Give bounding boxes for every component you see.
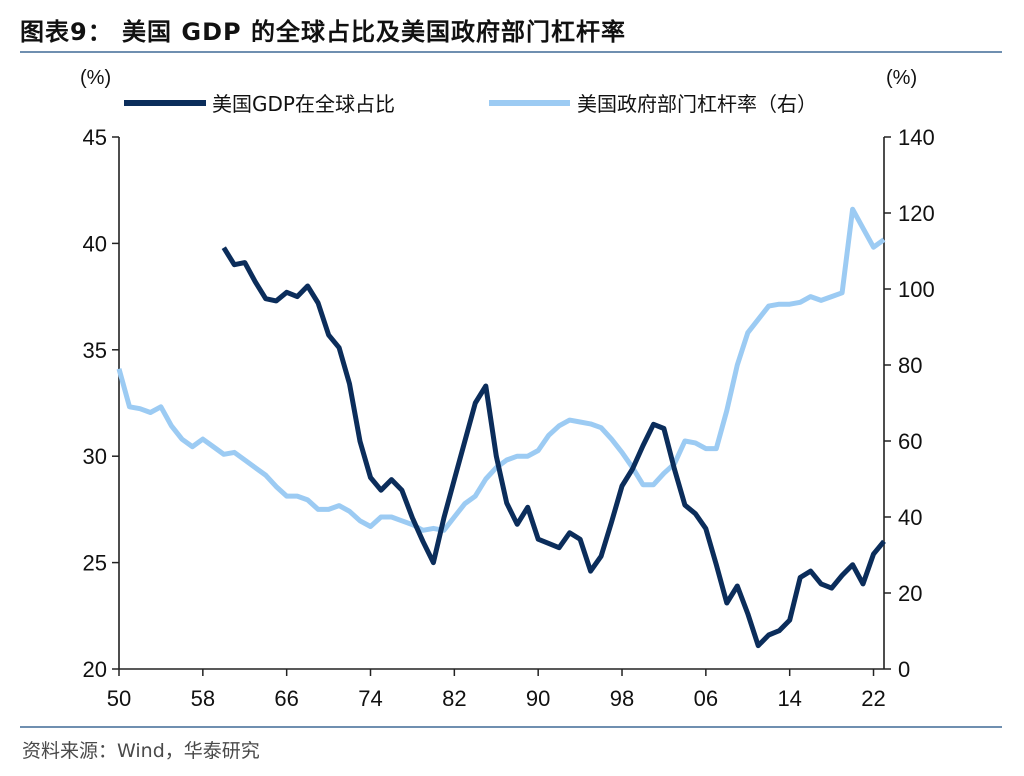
left-y-tick-label: 30: [83, 444, 107, 469]
source-rule: [20, 726, 1002, 728]
ticks: 50 58 66 74 82 90 98 06 14 22 20 25 30 35 40 45 0 20 40 60 8…: [83, 125, 935, 711]
x-tick-label: 90: [526, 686, 550, 711]
left-y-tick-label: 25: [83, 551, 107, 576]
figure-title: 图表9： 美国 GDP 的全球占比及美国政府部门杠杆率: [20, 18, 626, 46]
right-y-tick-label: 0: [898, 657, 910, 682]
x-tick-label: 50: [107, 686, 131, 711]
x-tick-label: 22: [861, 686, 885, 711]
legend-label-gov-leverage: 美国政府部门杠杆率（右）: [577, 92, 817, 116]
series-line-gov-leverage: [116, 206, 886, 533]
axes: [118, 137, 885, 670]
series-line-gdp-share: [221, 246, 886, 649]
title-rule: [20, 51, 1002, 53]
x-tick-label: 82: [442, 686, 466, 711]
x-tick-label: 14: [777, 686, 801, 711]
legend-label-gdp-share: 美国GDP在全球占比: [212, 92, 395, 116]
x-tick-label: 98: [610, 686, 634, 711]
right-y-tick-label: 140: [898, 125, 935, 150]
left-y-tick-label: 45: [83, 125, 107, 150]
x-tick-label: 06: [694, 686, 718, 711]
left-y-tick-label: 40: [83, 231, 107, 256]
right-y-tick-label: 120: [898, 201, 935, 226]
legend: 美国GDP在全球占比 美国政府部门杠杆率（右）: [124, 92, 817, 116]
right-y-tick-label: 40: [898, 505, 922, 530]
right-y-tick-label: 20: [898, 581, 922, 606]
right-y-tick-label: 60: [898, 429, 922, 454]
source-note: 资料来源：Wind，华泰研究: [22, 740, 260, 762]
right-y-tick-label: 80: [898, 353, 922, 378]
left-y-tick-label: 35: [83, 338, 107, 363]
x-tick-label: 66: [274, 686, 298, 711]
x-tick-label: 58: [191, 686, 215, 711]
left-y-tick-label: 20: [83, 657, 107, 682]
right-y-tick-label: 100: [898, 277, 935, 302]
x-tick-label: 74: [358, 686, 382, 711]
right-unit-label: (%): [886, 67, 917, 89]
left-unit-label: (%): [80, 67, 111, 89]
series: [116, 206, 886, 649]
